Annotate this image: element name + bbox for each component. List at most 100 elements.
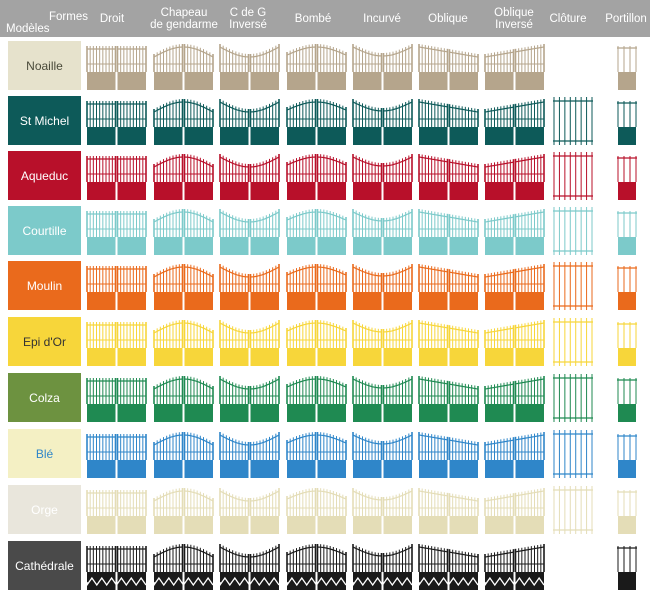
gate-oblique-image[interactable] bbox=[418, 540, 479, 592]
small-gate-image[interactable] bbox=[617, 205, 637, 257]
gate-oblique-image[interactable] bbox=[418, 260, 479, 312]
gate-hat-image[interactable] bbox=[153, 372, 214, 424]
gate-straight-image[interactable] bbox=[86, 428, 147, 480]
gate-straight-image[interactable] bbox=[86, 95, 147, 147]
gate-bomb-image[interactable] bbox=[286, 372, 347, 424]
gate-hat-image[interactable] bbox=[153, 316, 214, 368]
small-gate-image[interactable] bbox=[617, 95, 637, 147]
gate-oblique-image[interactable] bbox=[418, 150, 479, 202]
column-header-label: Droit bbox=[99, 13, 125, 25]
gate-curve-image[interactable] bbox=[352, 150, 413, 202]
fence-image[interactable] bbox=[553, 316, 593, 368]
gate-invoblique-image[interactable] bbox=[484, 205, 545, 257]
gate-straight-image[interactable] bbox=[86, 260, 147, 312]
fence-image[interactable] bbox=[553, 484, 593, 536]
gate-bomb-image[interactable] bbox=[286, 540, 347, 592]
gate-invoblique-image[interactable] bbox=[484, 484, 545, 536]
fence-image[interactable] bbox=[553, 260, 593, 312]
gate-hat-image[interactable] bbox=[153, 428, 214, 480]
gate-curve-image[interactable] bbox=[352, 205, 413, 257]
gate-oblique-image[interactable] bbox=[418, 205, 479, 257]
gate-straight-image[interactable] bbox=[86, 372, 147, 424]
gate-bomb-image[interactable] bbox=[286, 150, 347, 202]
model-label: Courtille bbox=[22, 223, 67, 238]
gate-bomb-image[interactable] bbox=[286, 428, 347, 480]
fence-image[interactable] bbox=[553, 150, 593, 202]
gate-hat-image[interactable] bbox=[153, 40, 214, 92]
gate-curve-image[interactable] bbox=[352, 540, 413, 592]
column-header-sublabel: Inversé bbox=[229, 19, 267, 31]
gate-invhat-image[interactable] bbox=[219, 316, 280, 368]
gate-invhat-image[interactable] bbox=[219, 260, 280, 312]
gate-oblique-image[interactable] bbox=[418, 316, 479, 368]
gate-hat-image[interactable] bbox=[153, 95, 214, 147]
gate-bomb-image[interactable] bbox=[286, 316, 347, 368]
small-gate-image[interactable] bbox=[617, 540, 637, 592]
gate-invhat-image[interactable] bbox=[219, 150, 280, 202]
gate-curve-image[interactable] bbox=[352, 316, 413, 368]
gate-invoblique-image[interactable] bbox=[484, 260, 545, 312]
gate-invoblique-image[interactable] bbox=[484, 150, 545, 202]
gate-curve-image[interactable] bbox=[352, 260, 413, 312]
column-header-label: Oblique bbox=[494, 7, 534, 19]
fence-image[interactable] bbox=[553, 205, 593, 257]
gate-hat-image[interactable] bbox=[153, 260, 214, 312]
gate-curve-image[interactable] bbox=[352, 40, 413, 92]
gate-curve-image[interactable] bbox=[352, 484, 413, 536]
model-swatch: Noaille bbox=[8, 41, 81, 90]
gate-invoblique-image[interactable] bbox=[484, 316, 545, 368]
model-swatch: Aqueduc bbox=[8, 151, 81, 200]
gate-invhat-image[interactable] bbox=[219, 484, 280, 536]
column-header-label: Incurvé bbox=[363, 13, 401, 25]
gate-oblique-image[interactable] bbox=[418, 372, 479, 424]
gate-invoblique-image[interactable] bbox=[484, 540, 545, 592]
gate-invhat-image[interactable] bbox=[219, 40, 280, 92]
gate-straight-image[interactable] bbox=[86, 316, 147, 368]
gate-invhat-image[interactable] bbox=[219, 372, 280, 424]
gate-oblique-image[interactable] bbox=[418, 40, 479, 92]
gate-hat-image[interactable] bbox=[153, 205, 214, 257]
fence-image[interactable] bbox=[553, 428, 593, 480]
gate-curve-image[interactable] bbox=[352, 95, 413, 147]
small-gate-image[interactable] bbox=[617, 260, 637, 312]
gate-invoblique-image[interactable] bbox=[484, 372, 545, 424]
gate-straight-image[interactable] bbox=[86, 150, 147, 202]
gate-invhat-image[interactable] bbox=[219, 95, 280, 147]
gate-straight-image[interactable] bbox=[86, 205, 147, 257]
small-gate-image[interactable] bbox=[617, 372, 637, 424]
gate-invoblique-image[interactable] bbox=[484, 95, 545, 147]
small-gate-image[interactable] bbox=[617, 150, 637, 202]
gate-invhat-image[interactable] bbox=[219, 540, 280, 592]
gate-oblique-image[interactable] bbox=[418, 95, 479, 147]
gate-invhat-image[interactable] bbox=[219, 205, 280, 257]
small-gate-image[interactable] bbox=[617, 40, 637, 92]
gate-invoblique-image[interactable] bbox=[484, 40, 545, 92]
gate-bomb-image[interactable] bbox=[286, 40, 347, 92]
gate-straight-image[interactable] bbox=[86, 40, 147, 92]
gate-hat-image[interactable] bbox=[153, 150, 214, 202]
fence-image[interactable] bbox=[553, 95, 593, 147]
column-header: Portillon bbox=[586, 13, 650, 25]
column-header: Oblique bbox=[408, 13, 488, 25]
gate-bomb-image[interactable] bbox=[286, 205, 347, 257]
small-gate-image[interactable] bbox=[617, 484, 637, 536]
gate-curve-image[interactable] bbox=[352, 372, 413, 424]
model-swatch: Cathédrale bbox=[8, 541, 81, 590]
column-header-label: Oblique bbox=[428, 13, 468, 25]
gate-oblique-image[interactable] bbox=[418, 484, 479, 536]
fence-image[interactable] bbox=[553, 372, 593, 424]
gate-hat-image[interactable] bbox=[153, 540, 214, 592]
gate-hat-image[interactable] bbox=[153, 484, 214, 536]
gate-bomb-image[interactable] bbox=[286, 95, 347, 147]
gate-invoblique-image[interactable] bbox=[484, 428, 545, 480]
model-swatch: Orge bbox=[8, 485, 81, 534]
gate-bomb-image[interactable] bbox=[286, 260, 347, 312]
gate-curve-image[interactable] bbox=[352, 428, 413, 480]
small-gate-image[interactable] bbox=[617, 316, 637, 368]
gate-invhat-image[interactable] bbox=[219, 428, 280, 480]
gate-straight-image[interactable] bbox=[86, 484, 147, 536]
gate-bomb-image[interactable] bbox=[286, 484, 347, 536]
gate-straight-image[interactable] bbox=[86, 540, 147, 592]
small-gate-image[interactable] bbox=[617, 428, 637, 480]
gate-oblique-image[interactable] bbox=[418, 428, 479, 480]
